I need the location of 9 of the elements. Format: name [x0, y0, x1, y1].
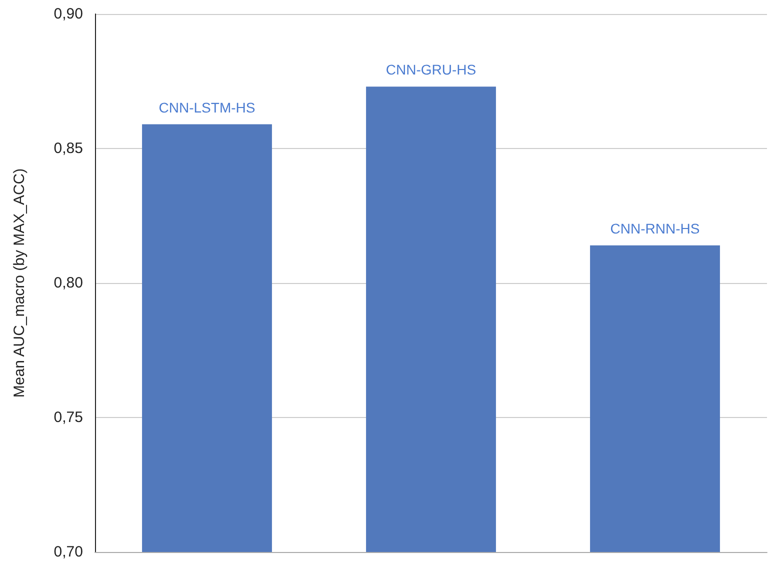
y-tick-label: 0,85 [54, 140, 83, 157]
y-tick-label: 0,75 [54, 409, 83, 426]
y-tick-label: 0,90 [54, 6, 83, 22]
y-tick-label: 0,80 [54, 274, 83, 292]
x-tick-label: CNN-RNN-HS [610, 220, 700, 236]
x-tick-label: CNN-LSTM-HS [158, 99, 256, 116]
y-tick-label: 0,70 [54, 544, 83, 560]
y-axis-title: Mean AUC_macro (by MAX_ACC) [11, 168, 28, 398]
x-tick-label: CNN-GRU-HS [386, 62, 476, 78]
